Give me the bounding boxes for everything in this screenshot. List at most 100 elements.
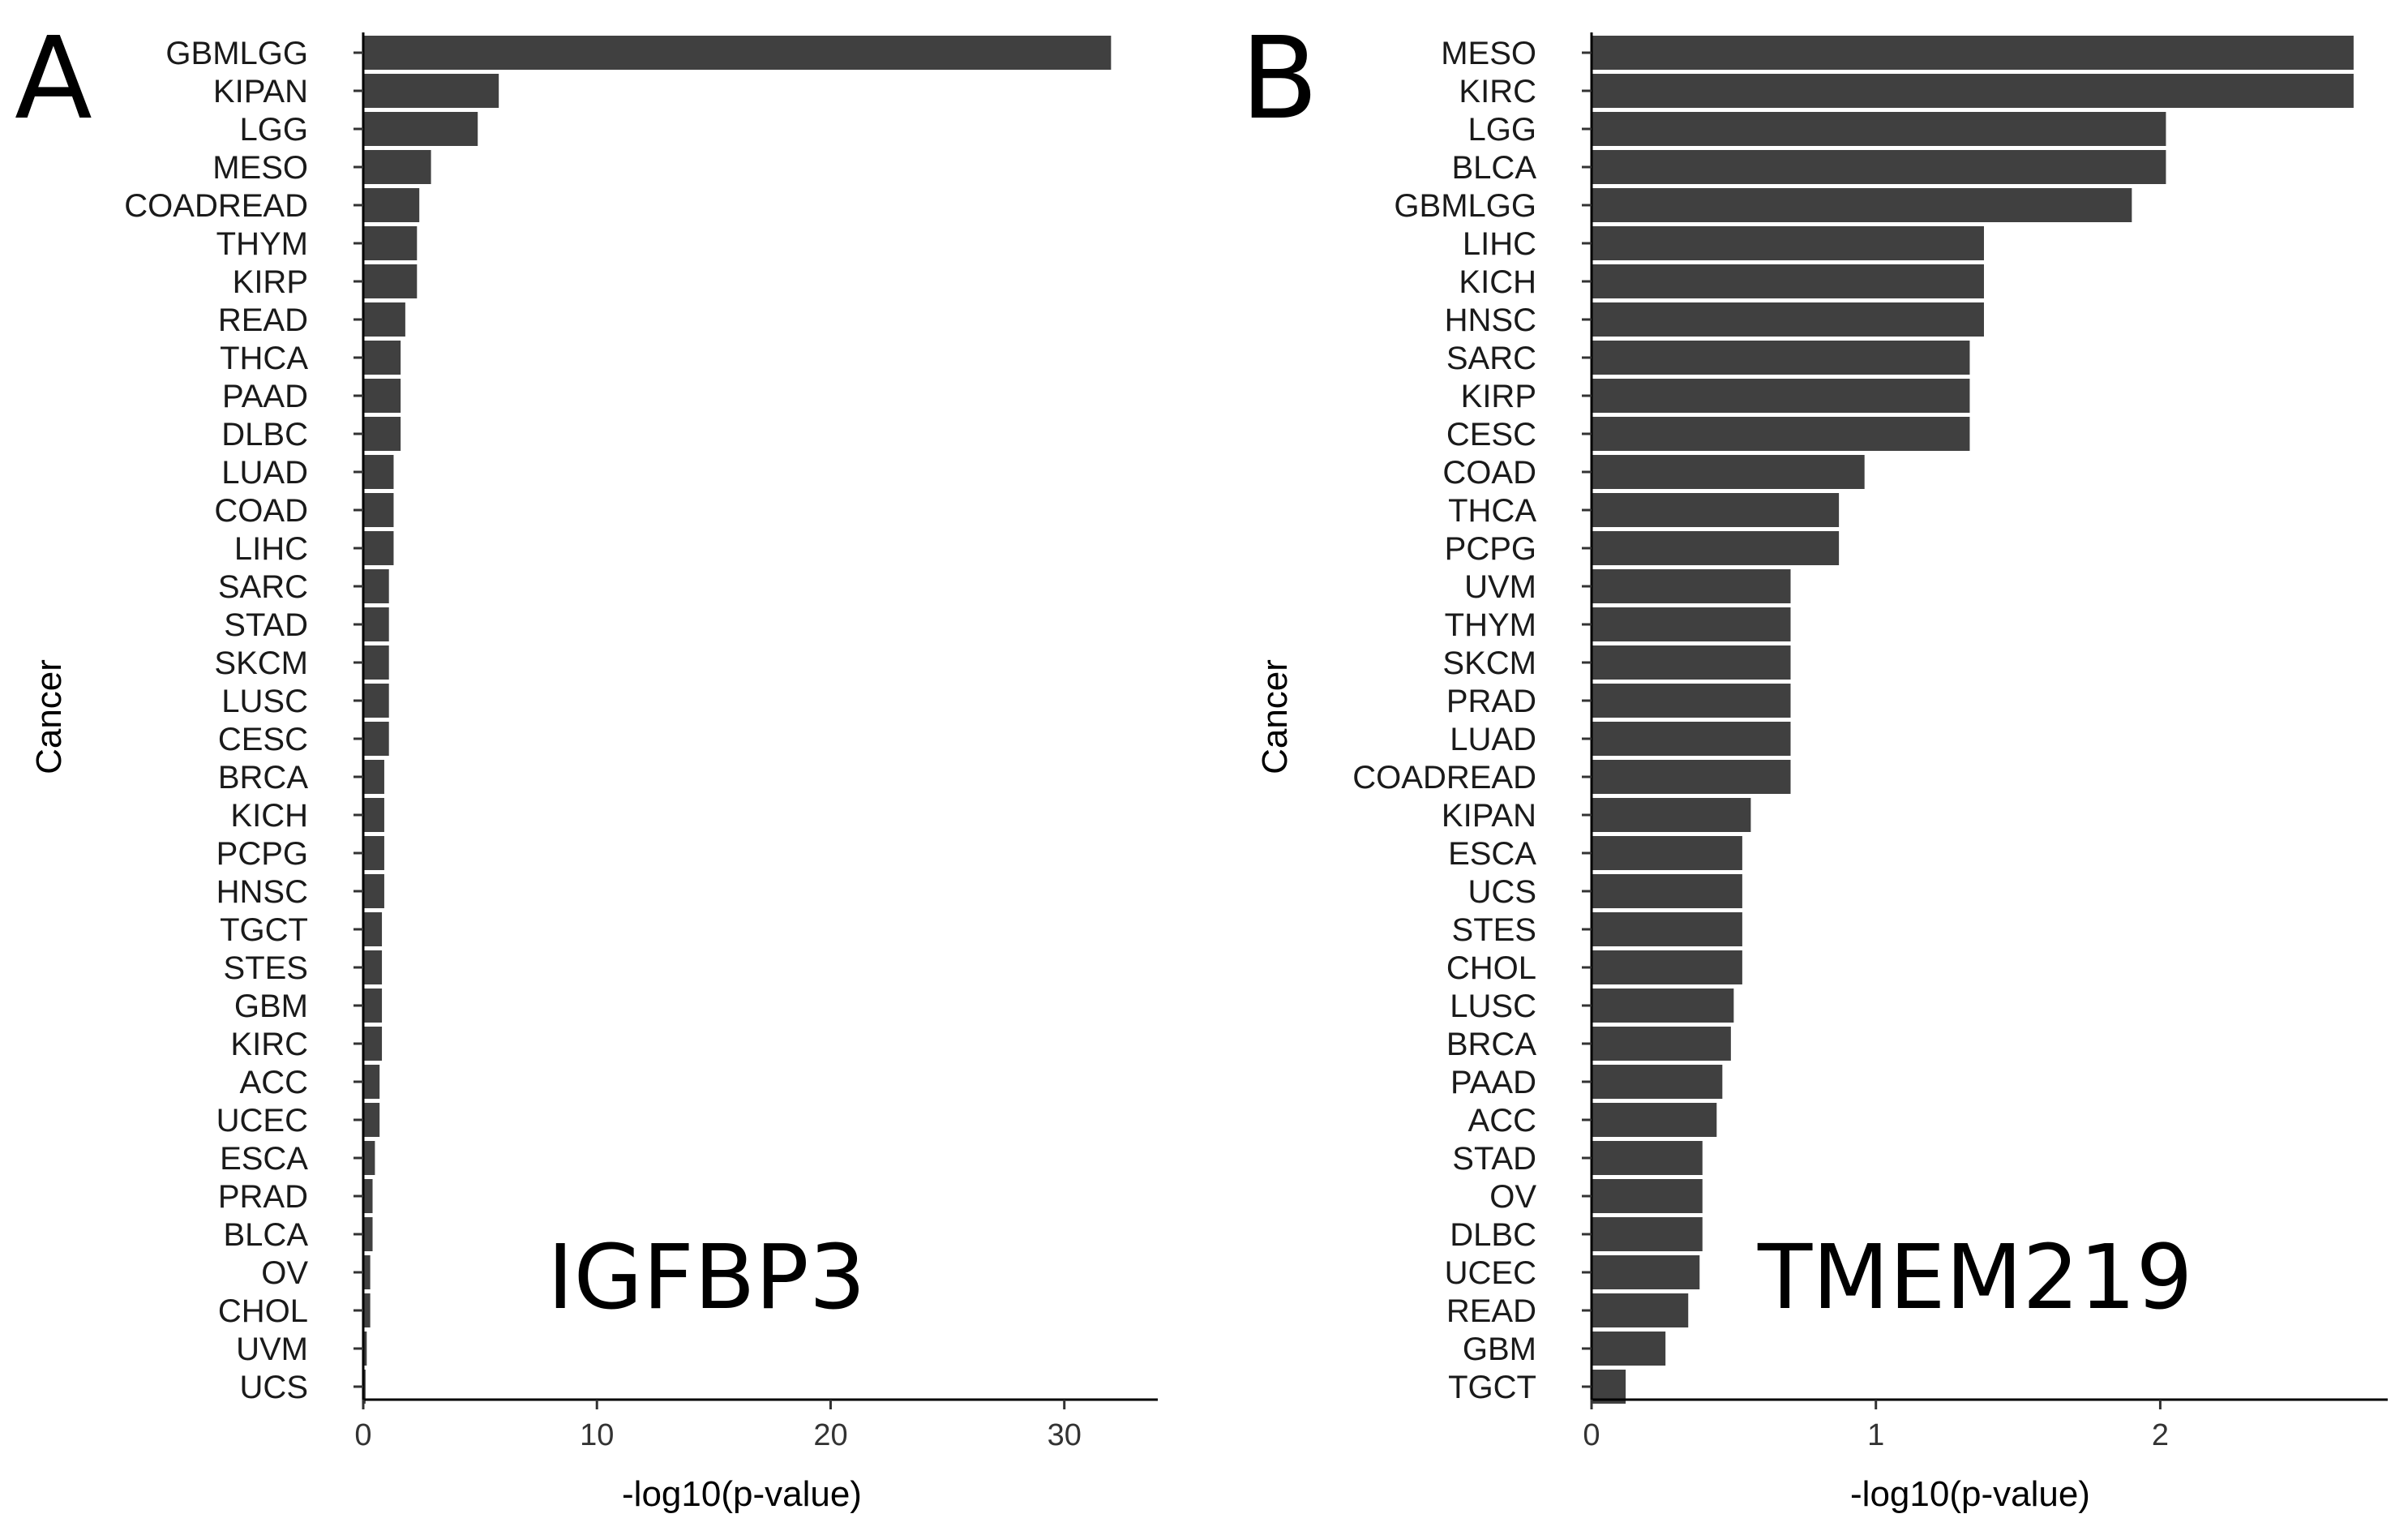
panel-b-bar-kirp: [1592, 379, 1970, 413]
panel-b-bar-prad: [1592, 684, 1791, 718]
panel-a-bar-thca: [363, 341, 401, 375]
panel-a-bar-kich: [363, 798, 384, 832]
panel-b-category-label: CESC: [1446, 417, 1536, 452]
panel-a-category-label: PAAD: [222, 379, 308, 414]
panel-a-category-label: CHOL: [218, 1293, 308, 1329]
panel-a-chart: A GBMLGGKIPANLGGMESOCOADREADTHYMKIRPREAD…: [15, 13, 1158, 1514]
panel-a-x-axis-title: -log10(p-value): [622, 1474, 862, 1514]
panel-a-category-label: BRCA: [218, 760, 308, 796]
panel-a-category-label: LIHC: [234, 531, 308, 567]
panel-b-x-axis-title: -log10(p-value): [1850, 1474, 2090, 1514]
panel-a-category-label: LGG: [240, 112, 308, 148]
panel-b-category-label: GBMLGG: [1394, 188, 1536, 224]
panel-b-bar-hnsc: [1592, 302, 1984, 337]
panel-a-x-tick-label: 0: [354, 1418, 371, 1452]
panel-a-category-label: TGCT: [220, 912, 308, 948]
panel-b-bar-meso: [1592, 36, 2354, 70]
panel-b-category-label: ESCA: [1448, 836, 1536, 872]
panel-a-category-label: SKCM: [214, 645, 308, 681]
panel-a-category-label: MESO: [212, 150, 308, 186]
panel-b-category-label: DLBC: [1450, 1217, 1536, 1253]
panel-b-category-label: UVM: [1464, 569, 1536, 605]
panel-b-bar-dlbc: [1592, 1217, 1703, 1251]
panel-b-category-label: CHOL: [1446, 950, 1536, 986]
panel-b-bar-skcm: [1592, 645, 1791, 680]
panel-b-category-label: PAAD: [1450, 1065, 1536, 1100]
panel-b-category-label: UCEC: [1445, 1255, 1536, 1291]
panel-b-bar-lgg: [1592, 112, 2166, 146]
panel-a-bar-stes: [363, 950, 383, 984]
panel-a-bar-lgg: [363, 112, 478, 146]
panel-a-bar-cesc: [363, 722, 389, 756]
panel-a-category-label: KIRP: [233, 264, 308, 300]
panel-a-category-label: SARC: [218, 569, 308, 605]
panel-b-y-axis-title: Cancer: [1255, 659, 1295, 774]
panel-a-gene-label: IGFBP3: [547, 1225, 866, 1329]
panel-b-bar-gbm: [1592, 1332, 1666, 1366]
panel-b-bar-cesc: [1592, 417, 1970, 451]
panel-b-letter: B: [1240, 13, 1318, 145]
panel-b-category-label: STAD: [1452, 1141, 1536, 1177]
panel-a-category-label: KIRC: [230, 1027, 308, 1062]
panel-a-bar-gbmlgg: [363, 36, 1112, 70]
panel-b-category-label: KICH: [1459, 264, 1536, 300]
panel-a-bar-tgct: [363, 912, 383, 946]
panel-b-bar-ucs: [1592, 874, 1742, 908]
panel-a-x-tick-label: 10: [580, 1418, 614, 1452]
panel-a-category-label: GBM: [234, 989, 308, 1024]
panel-b-bar-thym: [1592, 607, 1791, 641]
panel-b-x-tick-label: 0: [1583, 1418, 1600, 1452]
panel-a-category-label: ESCA: [220, 1141, 308, 1177]
panel-a-category-label: THYM: [216, 226, 308, 262]
panel-b-category-label: MESO: [1441, 36, 1536, 71]
panel-a-bars: [363, 36, 1112, 1404]
panel-a-category-label: DLBC: [221, 417, 308, 452]
panel-a-category-label: STAD: [224, 607, 308, 643]
panel-b-category-label: LGG: [1468, 112, 1536, 148]
panel-b-category-label: UCS: [1468, 874, 1536, 910]
panel-a-category-label: STES: [224, 950, 308, 986]
panel-b-bar-ucec: [1592, 1255, 1700, 1289]
panel-b-category-label: BLCA: [1452, 150, 1537, 186]
panel-b-gene-label: TMEM219: [1757, 1225, 2192, 1329]
panel-a-bar-stad: [363, 607, 389, 641]
panel-b-category-label: KIRC: [1459, 74, 1536, 109]
panel-a-bar-thym: [363, 226, 418, 260]
panel-b-bars: [1592, 36, 2354, 1404]
panel-a-category-label: KICH: [230, 798, 308, 834]
panel-a-category-label: COADREAD: [124, 188, 308, 224]
panel-a-category-label: GBMLGG: [165, 36, 308, 71]
panel-b-category-label: LUSC: [1450, 989, 1536, 1024]
panel-a-bar-coad: [363, 493, 394, 527]
panel-b-category-label: SKCM: [1442, 645, 1536, 681]
panel-a-category-label: READ: [218, 302, 308, 338]
panel-b-category-labels: MESOKIRCLGGBLCAGBMLGGLIHCKICHHNSCSARCKIR…: [1352, 36, 1536, 1405]
panel-a-bar-chol: [363, 1293, 371, 1327]
panel-a-category-label: HNSC: [216, 874, 308, 910]
panel-a-bar-paad: [363, 379, 401, 413]
panel-b-bar-thca: [1592, 493, 1840, 527]
panel-a-category-label: UCEC: [216, 1103, 308, 1139]
panel-b-category-label: PRAD: [1446, 684, 1536, 719]
panel-b-bar-acc: [1592, 1103, 1717, 1137]
panel-a-bar-read: [363, 302, 405, 337]
panel-b-bar-blca: [1592, 150, 2166, 184]
panel-a-category-label: THCA: [220, 341, 308, 376]
panel-a-y-axis-title: Cancer: [29, 659, 69, 774]
panel-a-x-tick-label: 30: [1048, 1418, 1082, 1452]
panel-a-bar-brca: [363, 760, 384, 794]
panel-a-bar-meso: [363, 150, 431, 184]
panel-a-bar-hnsc: [363, 874, 384, 908]
panel-b-category-label: HNSC: [1445, 302, 1536, 338]
panel-a-category-label: PCPG: [216, 836, 308, 872]
panel-a-category-label: ACC: [240, 1065, 308, 1100]
panel-b-bar-chol: [1592, 950, 1742, 984]
panel-a-bar-kipan: [363, 74, 499, 108]
panel-b-category-label: ACC: [1468, 1103, 1536, 1139]
panel-a-letter: A: [15, 13, 92, 145]
panel-b-category-label: LUAD: [1450, 722, 1536, 757]
panel-b-category-label: TGCT: [1448, 1370, 1536, 1405]
panel-b-bar-stad: [1592, 1141, 1703, 1175]
panel-b-bar-kipan: [1592, 798, 1751, 832]
panel-b-category-label: COAD: [1442, 455, 1536, 491]
